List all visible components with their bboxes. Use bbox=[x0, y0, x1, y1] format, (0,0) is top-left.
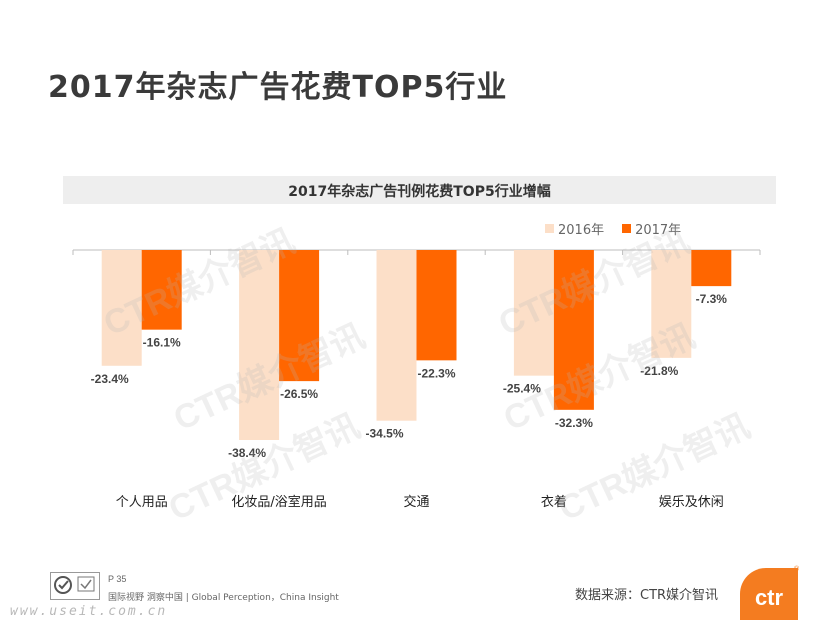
chart-title: 2017年杂志广告刊例花费TOP5行业增幅 bbox=[288, 184, 551, 200]
bar-2016 bbox=[651, 250, 692, 358]
data-label: -25.4% bbox=[503, 382, 541, 396]
bar-2016 bbox=[239, 250, 280, 440]
category-label: 个人用品 bbox=[116, 495, 168, 510]
data-label: -34.5% bbox=[365, 427, 403, 441]
category-label: 衣着 bbox=[541, 494, 567, 510]
bar-2016 bbox=[513, 250, 554, 376]
legend-label-2016: 2016年 bbox=[558, 222, 605, 238]
data-label: -32.3% bbox=[555, 416, 593, 430]
data-label: -22.3% bbox=[417, 366, 455, 380]
legend-swatch-2017 bbox=[622, 223, 632, 233]
legend-item-2017: 2017年 bbox=[622, 219, 681, 238]
bar-2016 bbox=[101, 250, 142, 366]
logo-text: ctr bbox=[754, 585, 784, 610]
category-label: 化妆品/浴室用品 bbox=[231, 494, 326, 510]
ctr-logo: ctr bbox=[740, 568, 798, 620]
page-title: 2017年杂志广告花费TOP5行业 bbox=[48, 70, 508, 105]
page-number: P 35 bbox=[108, 574, 127, 584]
website-watermark: www.useit.com.cn bbox=[10, 604, 168, 619]
legend-label-2017: 2017年 bbox=[635, 222, 682, 238]
bar-2017 bbox=[416, 250, 457, 361]
chart-legend: 2016年 2017年 bbox=[545, 219, 699, 238]
data-label: -26.5% bbox=[280, 387, 318, 401]
registered-mark-icon: ® bbox=[794, 566, 800, 573]
footer-tagline: 国际视野 洞察中国 | Global Perception，China Insi… bbox=[108, 593, 339, 603]
bar-2017 bbox=[691, 250, 732, 287]
data-label: -38.4% bbox=[228, 446, 266, 460]
bar-2016 bbox=[376, 250, 417, 421]
legend-item-2016: 2016年 bbox=[545, 219, 604, 238]
data-source: 数据来源：CTR媒介智讯 bbox=[575, 588, 719, 603]
data-label: -7.3% bbox=[696, 292, 728, 306]
category-label: 交通 bbox=[403, 494, 429, 510]
legend-swatch-2016 bbox=[545, 223, 554, 233]
data-label: -16.1% bbox=[143, 336, 181, 350]
category-label: 娱乐及休闲 bbox=[659, 495, 724, 510]
data-label: -23.4% bbox=[91, 372, 129, 386]
bar-2017 bbox=[141, 250, 182, 330]
bar-2017 bbox=[553, 250, 594, 410]
certification-badges bbox=[50, 572, 100, 600]
chart-title-band: 2017年杂志广告刊例花费TOP5行业增幅 bbox=[63, 176, 776, 204]
data-label: -21.8% bbox=[640, 364, 678, 378]
bar-2017 bbox=[279, 250, 320, 382]
